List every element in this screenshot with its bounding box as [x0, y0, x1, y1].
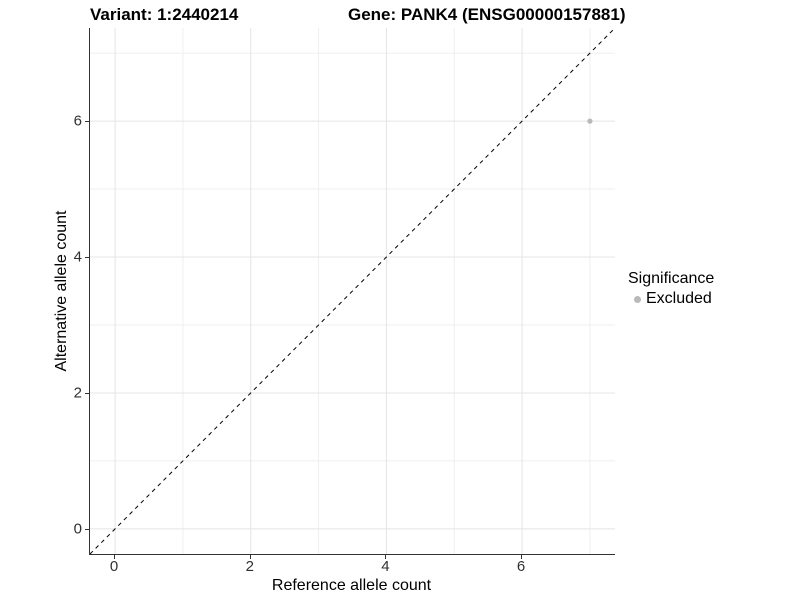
x-axis-title: Reference allele count [271, 577, 432, 594]
plot-panel [89, 28, 615, 555]
x-tick-label: 6 [516, 558, 526, 575]
identity-dashed-line [90, 28, 615, 554]
legend-item-label: Excluded [646, 290, 712, 307]
y-tick-label: 2 [73, 384, 82, 402]
x-tick-label: 0 [109, 558, 119, 575]
x-tick-mark [521, 555, 523, 559]
y-tick-label: 0 [73, 520, 82, 538]
y-tick-label: 4 [73, 248, 82, 266]
x-tick-mark [385, 555, 387, 559]
plot-panel-svg [90, 28, 615, 554]
y-tick-label: 6 [73, 112, 82, 130]
legend-item: Excluded [628, 290, 714, 308]
legend-title: Significance [628, 270, 715, 287]
y-tick-mark [85, 257, 89, 259]
legend-key-icon [628, 290, 646, 308]
x-tick-label: 2 [245, 558, 254, 575]
x-tick-mark [114, 555, 116, 559]
y-tick-mark [85, 121, 89, 123]
gene-title: Gene: PANK4 (ENSG00000157881) [348, 5, 626, 24]
x-tick-label: 4 [381, 558, 390, 575]
x-tick-mark [249, 555, 251, 559]
y-tick-mark [85, 528, 89, 530]
data-point [587, 118, 593, 124]
y-axis-title: Alternative allele count [53, 210, 70, 372]
y-tick-mark [85, 392, 89, 394]
legend-items: Excluded [628, 290, 714, 308]
legend-dot-icon [633, 295, 641, 303]
legend: Significance Excluded [628, 270, 714, 308]
variant-title: Variant: 1:2440214 [90, 5, 239, 24]
